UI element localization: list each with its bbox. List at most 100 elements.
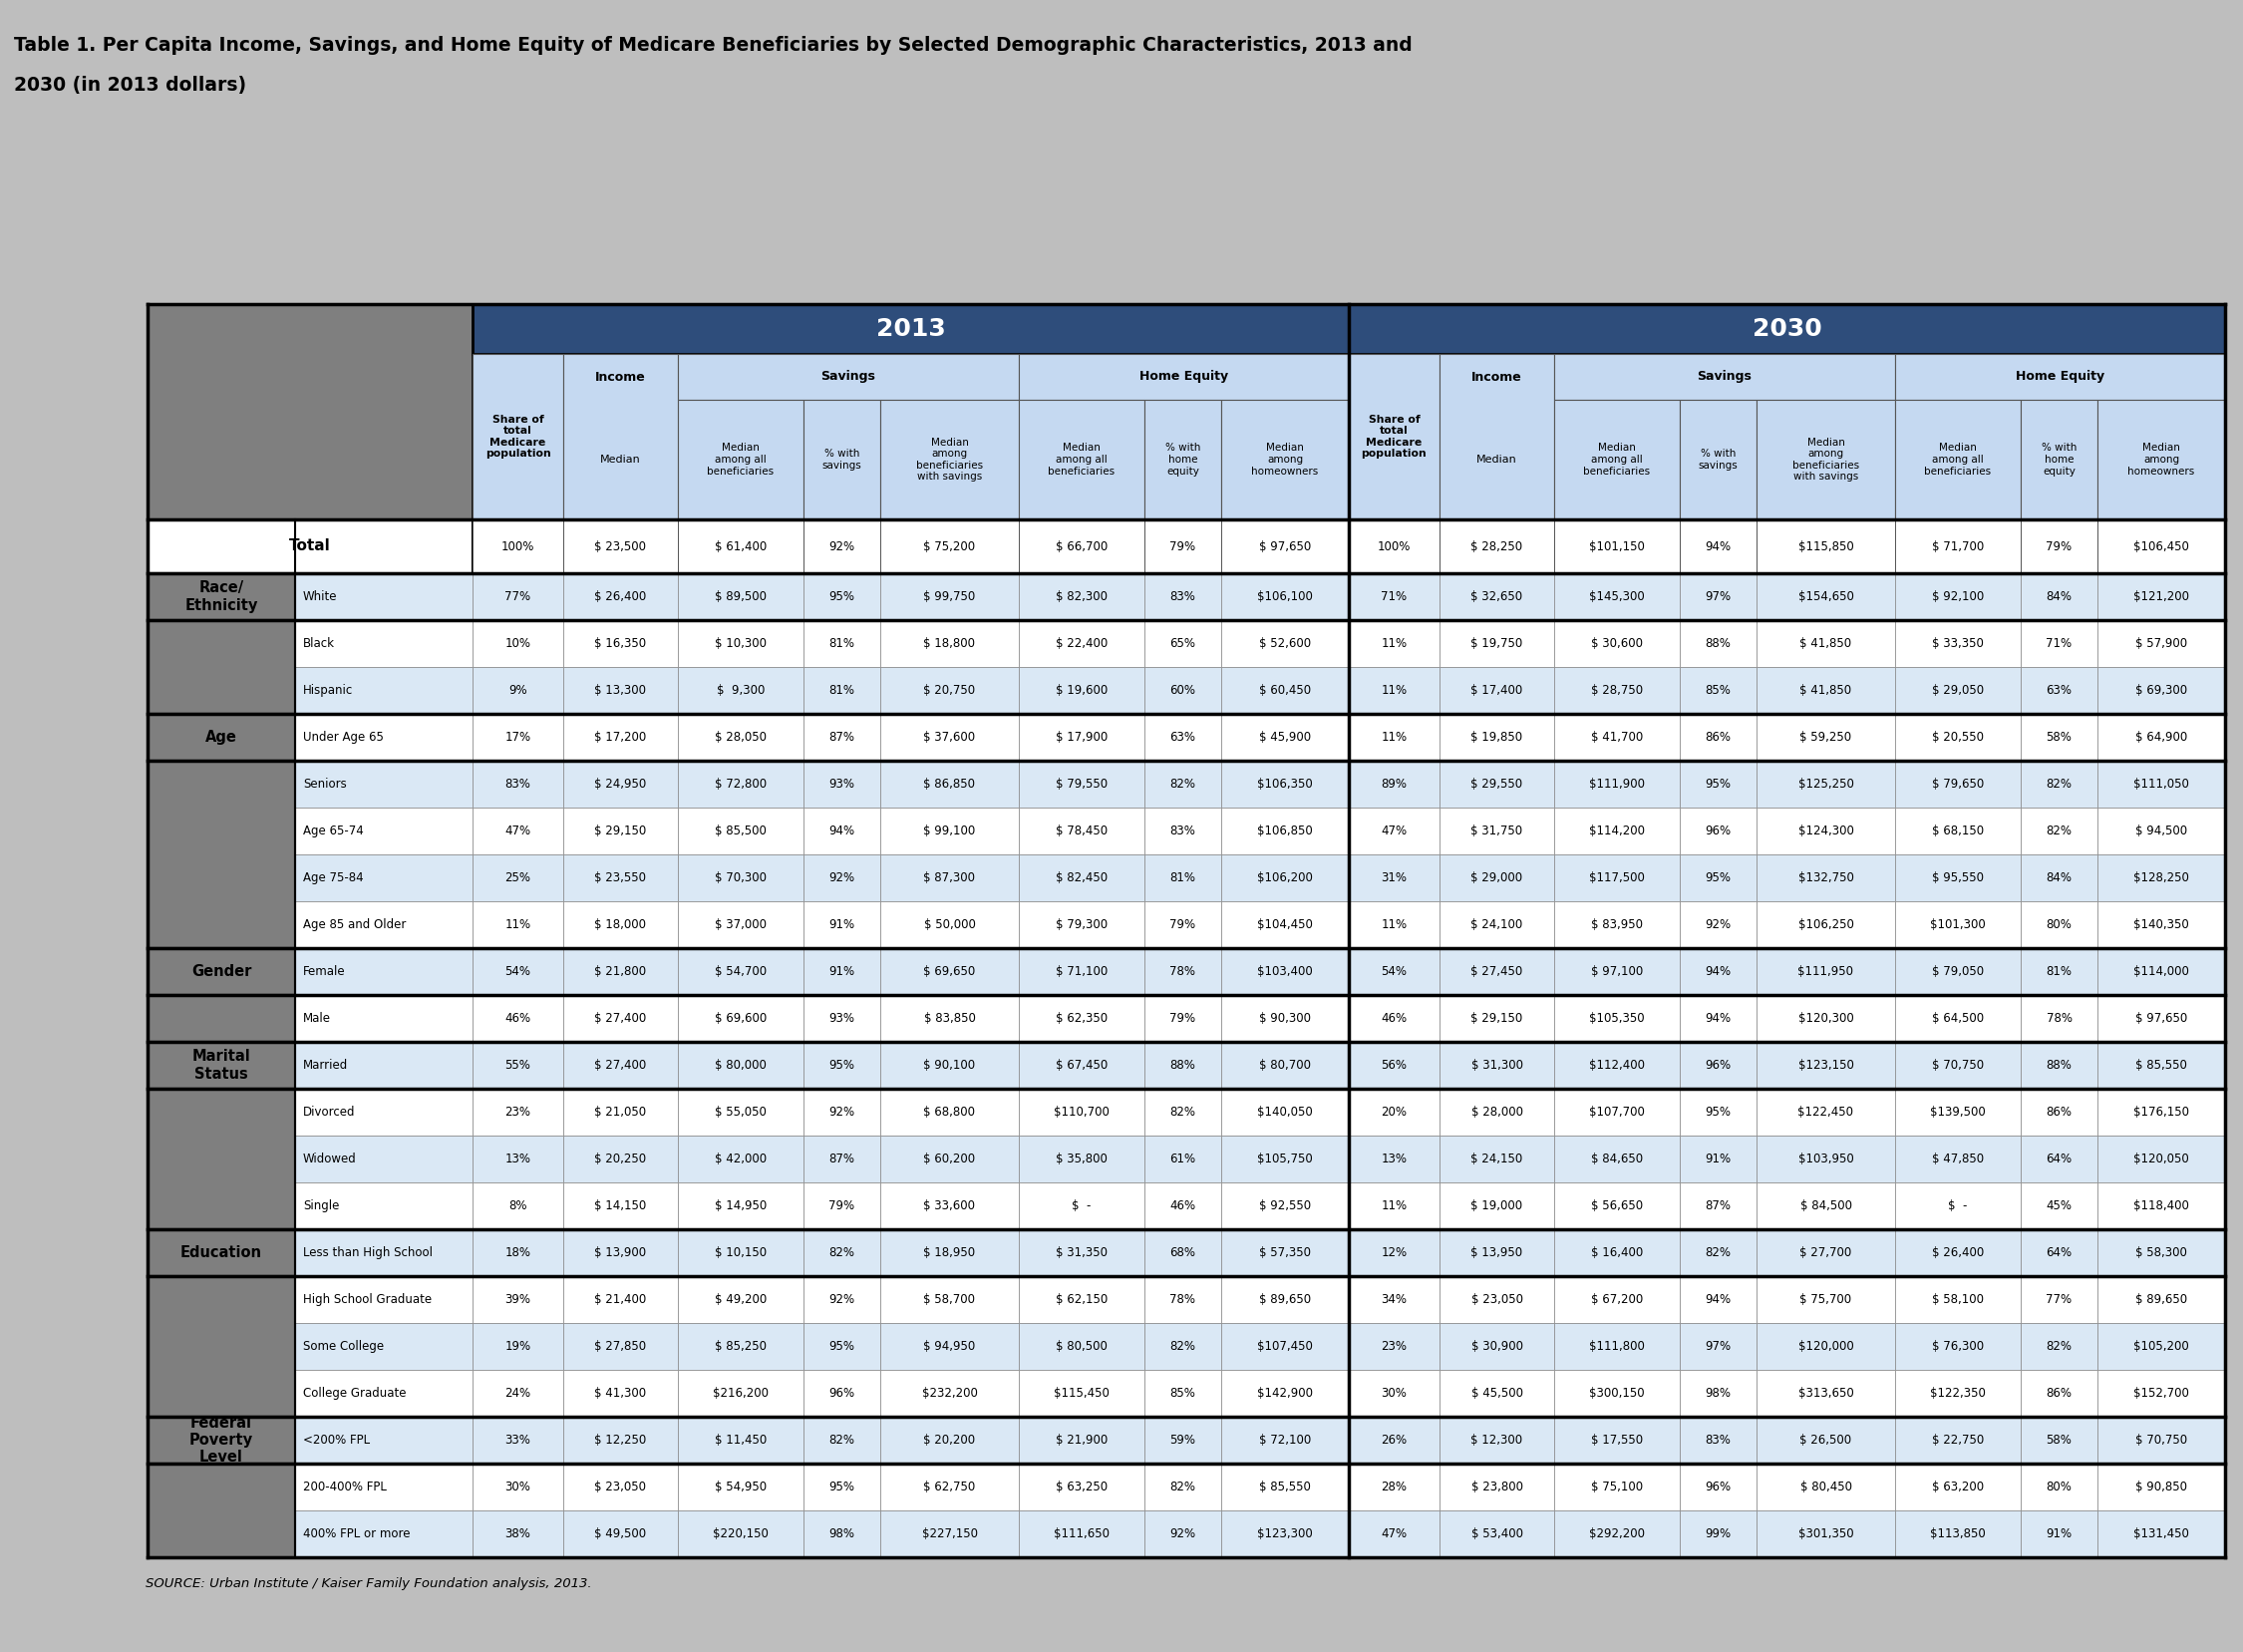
Text: 82%: 82%	[830, 1434, 855, 1447]
Bar	[1756, 1042, 1895, 1089]
Text: <200% FPL: <200% FPL	[303, 1434, 370, 1447]
Text: 61%: 61%	[1171, 1153, 1196, 1165]
Text: 93%: 93%	[830, 778, 855, 791]
Bar	[1895, 995, 2021, 1042]
Text: $ 20,200: $ 20,200	[924, 1434, 976, 1447]
Bar	[473, 854, 563, 902]
Text: 85%: 85%	[1171, 1386, 1196, 1399]
Bar	[1144, 400, 1220, 519]
Text: 82%: 82%	[830, 1246, 855, 1259]
Bar	[1554, 519, 1680, 573]
Bar	[677, 354, 1018, 400]
Text: 79%: 79%	[1171, 1013, 1196, 1024]
Text: $ 50,000: $ 50,000	[924, 919, 976, 932]
Bar	[1554, 573, 1680, 620]
Bar	[803, 1135, 879, 1183]
Bar	[1440, 1042, 1554, 1089]
Text: $ 10,300: $ 10,300	[716, 638, 767, 649]
Text: 78%: 78%	[2046, 1013, 2073, 1024]
Text: High School Graduate: High School Graduate	[303, 1294, 431, 1307]
Text: $ 27,450: $ 27,450	[1471, 965, 1523, 978]
Text: $ 21,800: $ 21,800	[594, 965, 646, 978]
Bar	[148, 760, 296, 948]
Text: $ 26,400: $ 26,400	[594, 590, 646, 603]
Text: $ 78,450: $ 78,450	[1056, 824, 1108, 838]
Bar	[1440, 1370, 1554, 1417]
Bar	[1756, 573, 1895, 620]
Bar	[1895, 948, 2021, 995]
Text: $ 84,500: $ 84,500	[1799, 1199, 1853, 1213]
Text: 89%: 89%	[1382, 778, 1406, 791]
Text: 82%: 82%	[2046, 824, 2073, 838]
Text: $ 94,500: $ 94,500	[2135, 824, 2187, 838]
Text: 65%: 65%	[1171, 638, 1196, 649]
Text: $ 24,150: $ 24,150	[1471, 1153, 1523, 1165]
Bar	[1018, 902, 1144, 948]
Bar	[803, 519, 879, 573]
Bar	[1756, 902, 1895, 948]
Bar	[1680, 620, 1756, 667]
Bar	[1018, 1229, 1144, 1275]
Text: $ 45,500: $ 45,500	[1471, 1386, 1523, 1399]
Text: Age: Age	[206, 730, 238, 745]
Text: $ 79,550: $ 79,550	[1056, 778, 1108, 791]
Text: 94%: 94%	[1705, 540, 1732, 553]
Text: $ 83,950: $ 83,950	[1590, 919, 1642, 932]
Text: Median
among
beneficiaries
with savings: Median among beneficiaries with savings	[915, 438, 982, 482]
Bar	[148, 1464, 296, 1558]
Bar	[1018, 620, 1144, 667]
Bar	[563, 519, 677, 573]
Bar	[1440, 902, 1554, 948]
Bar	[2097, 1183, 2225, 1229]
Bar	[1895, 354, 2225, 400]
Text: $ 20,750: $ 20,750	[924, 684, 976, 697]
Bar	[1348, 573, 1440, 620]
Text: 82%: 82%	[1171, 778, 1196, 791]
Bar	[2097, 760, 2225, 808]
Text: $ 90,850: $ 90,850	[2135, 1480, 2187, 1493]
Bar	[1440, 573, 1554, 620]
Text: Hispanic: Hispanic	[303, 684, 352, 697]
Bar	[2021, 573, 2097, 620]
Bar	[1144, 1135, 1220, 1183]
Text: 2013: 2013	[875, 317, 947, 340]
Bar	[1440, 354, 1554, 519]
Bar	[677, 519, 803, 573]
Bar	[1895, 1510, 2021, 1558]
Bar	[296, 902, 473, 948]
Text: $ 18,950: $ 18,950	[924, 1246, 976, 1259]
Text: $ 68,150: $ 68,150	[1931, 824, 1983, 838]
Bar	[1756, 1089, 1895, 1135]
Bar	[296, 854, 473, 902]
Bar	[473, 304, 1348, 354]
Bar	[1220, 995, 1348, 1042]
Text: $123,150: $123,150	[1799, 1059, 1853, 1072]
Text: 77%: 77%	[505, 590, 532, 603]
Text: Median
among all
beneficiaries: Median among all beneficiaries	[1584, 443, 1651, 476]
Bar	[563, 948, 677, 995]
Text: Less than High School: Less than High School	[303, 1246, 433, 1259]
Bar	[879, 948, 1018, 995]
Text: $ 69,300: $ 69,300	[2135, 684, 2187, 697]
Text: $ 84,650: $ 84,650	[1590, 1153, 1642, 1165]
Text: $ 17,400: $ 17,400	[1471, 684, 1523, 697]
Bar	[1440, 714, 1554, 760]
Bar	[1220, 1089, 1348, 1135]
Bar	[563, 995, 677, 1042]
Text: 100%: 100%	[500, 540, 534, 553]
Bar	[1440, 995, 1554, 1042]
Bar	[879, 1042, 1018, 1089]
Text: $ 76,300: $ 76,300	[1931, 1340, 1983, 1353]
Bar	[1144, 714, 1220, 760]
Text: 23%: 23%	[505, 1105, 532, 1118]
Bar	[803, 1042, 879, 1089]
Bar	[1144, 1042, 1220, 1089]
Text: $ 27,400: $ 27,400	[594, 1013, 646, 1024]
Text: 91%: 91%	[1705, 1153, 1732, 1165]
Text: $ 27,850: $ 27,850	[594, 1340, 646, 1353]
Bar	[2021, 519, 2097, 573]
Text: $ 41,850: $ 41,850	[1799, 684, 1853, 697]
Text: 88%: 88%	[1171, 1059, 1196, 1072]
Bar	[1220, 1323, 1348, 1370]
Bar	[803, 760, 879, 808]
